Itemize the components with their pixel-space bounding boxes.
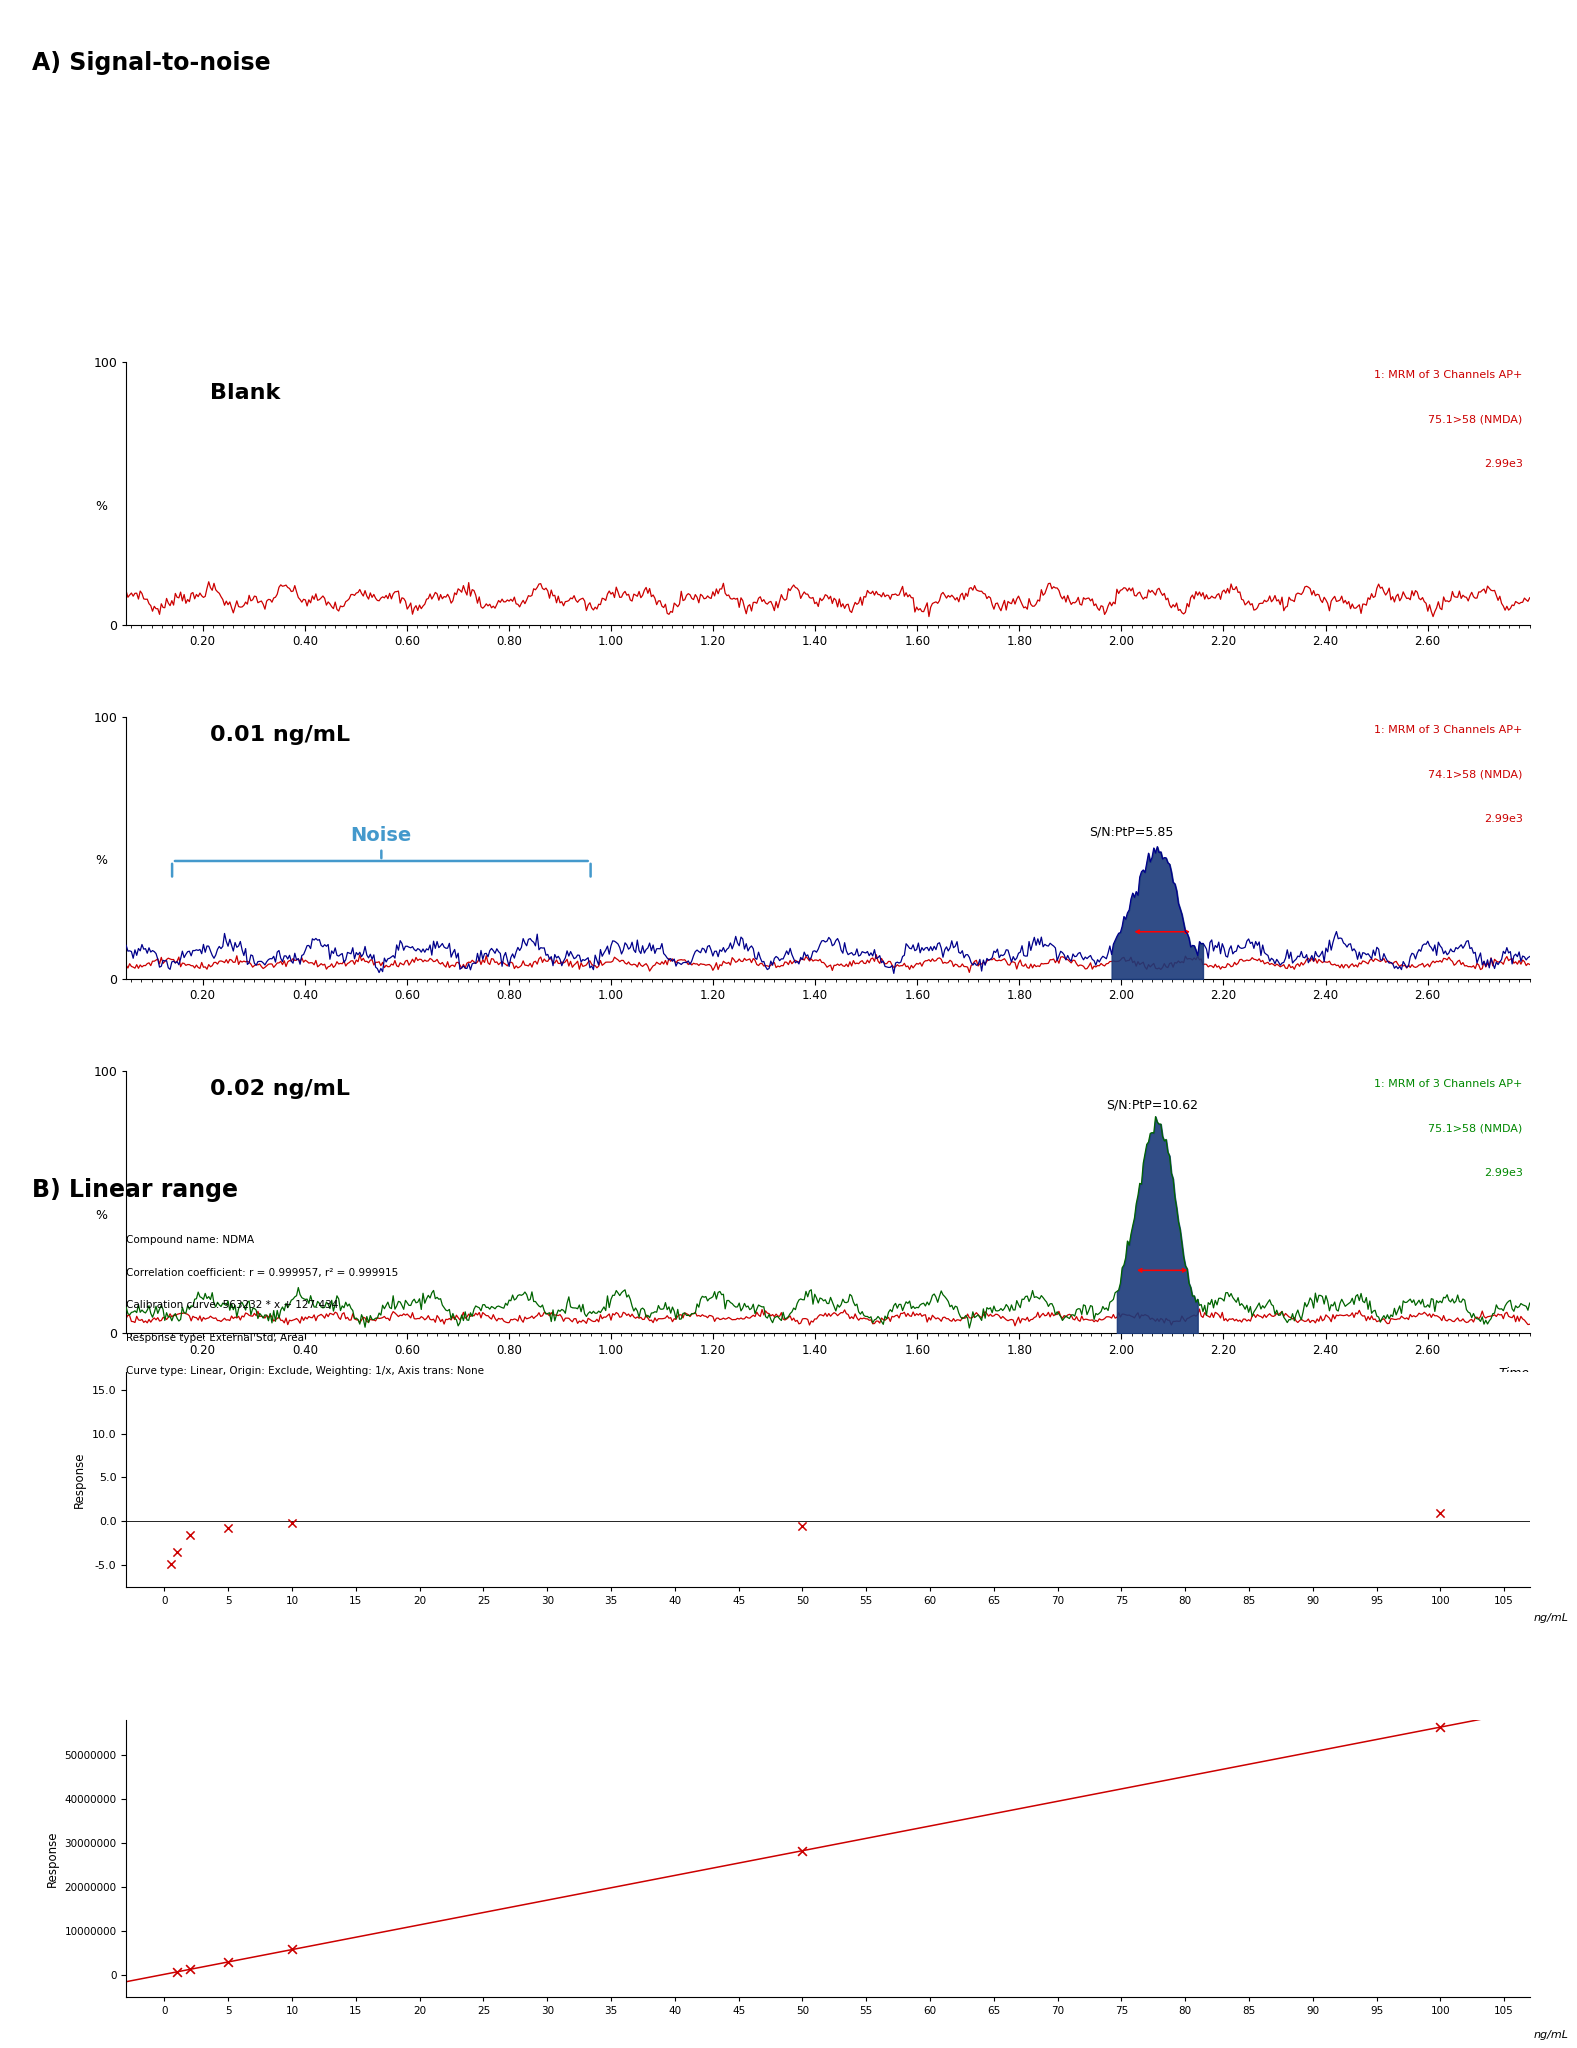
Text: Response type: External Std, Area: Response type: External Std, Area xyxy=(126,1333,304,1343)
Text: Correlation coefficient: r = 0.999957, r² = 0.999915: Correlation coefficient: r = 0.999957, r… xyxy=(126,1268,399,1278)
Point xyxy=(1427,1710,1452,1743)
Y-axis label: %: % xyxy=(95,854,107,868)
Y-axis label: %: % xyxy=(95,500,107,514)
Point xyxy=(164,1956,189,1989)
Text: 0.01 ng/mL: 0.01 ng/mL xyxy=(210,725,350,745)
Point xyxy=(1427,1497,1452,1530)
Point xyxy=(216,1511,241,1544)
Text: ng/mL: ng/mL xyxy=(1534,2030,1569,2040)
Text: 75.1>58 (NMDA): 75.1>58 (NMDA) xyxy=(1429,416,1523,424)
Point xyxy=(790,1835,815,1868)
Text: 1: MRM of 3 Channels AP+: 1: MRM of 3 Channels AP+ xyxy=(1374,371,1523,381)
Point xyxy=(279,1507,304,1540)
Text: B) Linear range: B) Linear range xyxy=(32,1178,238,1202)
Point xyxy=(164,1536,189,1569)
Text: 2.99e3: 2.99e3 xyxy=(1484,813,1523,823)
Text: 1: MRM of 3 Channels AP+: 1: MRM of 3 Channels AP+ xyxy=(1374,1079,1523,1090)
Text: Time: Time xyxy=(1498,1368,1530,1380)
Text: 1: MRM of 3 Channels AP+: 1: MRM of 3 Channels AP+ xyxy=(1374,725,1523,735)
Text: S/N:PtP=10.62: S/N:PtP=10.62 xyxy=(1105,1098,1199,1112)
Text: Curve type: Linear, Origin: Exclude, Weighting: 1/x, Axis trans: None: Curve type: Linear, Origin: Exclude, Wei… xyxy=(126,1366,484,1376)
Point xyxy=(216,1946,241,1978)
Text: Compound name: NDMA: Compound name: NDMA xyxy=(126,1235,254,1245)
Text: Blank: Blank xyxy=(210,383,281,403)
Text: Noise: Noise xyxy=(350,825,412,846)
Text: Calibration curve: 563232 * x + 127.434: Calibration curve: 563232 * x + 127.434 xyxy=(126,1300,339,1311)
Text: 2.99e3: 2.99e3 xyxy=(1484,1167,1523,1178)
Point xyxy=(177,1954,202,1987)
Text: S/N:PtP=5.85: S/N:PtP=5.85 xyxy=(1090,825,1173,840)
Text: ng/mL: ng/mL xyxy=(1534,1614,1569,1622)
Text: 75.1>58 (NMDA): 75.1>58 (NMDA) xyxy=(1429,1124,1523,1133)
Point xyxy=(790,1509,815,1542)
Y-axis label: Response: Response xyxy=(73,1452,87,1507)
Point xyxy=(177,1518,202,1550)
Text: 2.99e3: 2.99e3 xyxy=(1484,459,1523,469)
Text: 0.02 ng/mL: 0.02 ng/mL xyxy=(210,1079,350,1100)
Y-axis label: %: % xyxy=(95,1208,107,1223)
Text: A) Signal-to-noise: A) Signal-to-noise xyxy=(32,51,270,76)
Text: 74.1>58 (NMDA): 74.1>58 (NMDA) xyxy=(1429,770,1523,778)
Point xyxy=(279,1931,304,1964)
Y-axis label: Response: Response xyxy=(46,1831,58,1886)
Point xyxy=(158,1546,183,1579)
